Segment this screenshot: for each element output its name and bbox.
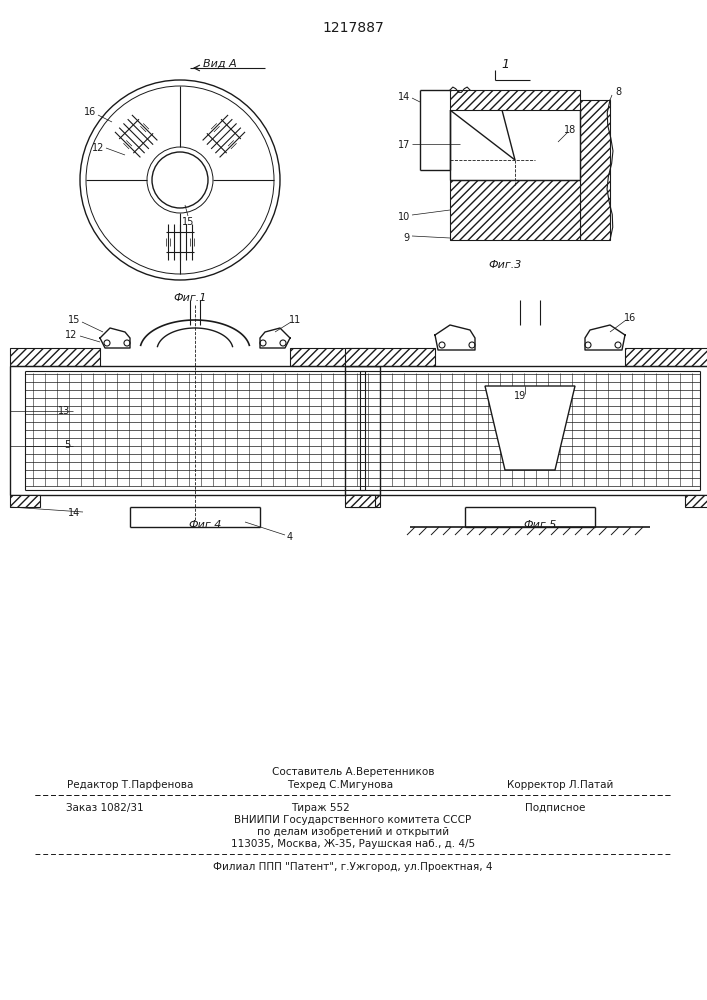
Text: 9: 9 — [404, 233, 410, 243]
Polygon shape — [450, 90, 580, 110]
Text: 16: 16 — [624, 313, 636, 323]
Text: 18: 18 — [564, 125, 576, 135]
Text: Фиг.1: Фиг.1 — [173, 293, 206, 303]
Text: Тираж 552: Тираж 552 — [291, 803, 349, 813]
Text: 113035, Москва, Ж-35, Раушская наб., д. 4/5: 113035, Москва, Ж-35, Раушская наб., д. … — [231, 839, 475, 849]
Text: 13: 13 — [58, 406, 70, 416]
Text: 15: 15 — [68, 315, 80, 325]
Text: Фиг.3: Фиг.3 — [489, 260, 522, 270]
Text: 8: 8 — [615, 87, 621, 97]
Polygon shape — [345, 495, 375, 507]
Polygon shape — [350, 495, 380, 507]
Text: 5: 5 — [64, 440, 70, 450]
Text: по делам изобретений и открытий: по делам изобретений и открытий — [257, 827, 449, 837]
Text: 12: 12 — [92, 143, 104, 153]
Polygon shape — [10, 348, 100, 366]
Text: 16: 16 — [84, 107, 96, 117]
Text: Фиг.5: Фиг.5 — [523, 520, 556, 530]
Text: 4: 4 — [287, 532, 293, 542]
Polygon shape — [625, 348, 707, 366]
Text: Заказ 1082/31: Заказ 1082/31 — [66, 803, 144, 813]
Text: 10: 10 — [398, 212, 410, 222]
Text: 17: 17 — [397, 140, 410, 150]
Text: Техред С.Мигунова: Техред С.Мигунова — [287, 780, 393, 790]
Text: Корректор Л.Патай: Корректор Л.Патай — [507, 780, 613, 790]
Text: 15: 15 — [182, 217, 194, 227]
Text: Филиал ППП "Патент", г.Ужгород, ул.Проектная, 4: Филиал ППП "Патент", г.Ужгород, ул.Проек… — [214, 862, 493, 872]
Text: Вид А: Вид А — [203, 59, 237, 69]
Polygon shape — [580, 100, 610, 240]
Text: Фиг.4: Фиг.4 — [188, 520, 222, 530]
Polygon shape — [345, 348, 435, 366]
Polygon shape — [10, 495, 40, 507]
Text: 11: 11 — [289, 315, 301, 325]
Polygon shape — [685, 495, 707, 507]
Text: Составитель А.Веретенников: Составитель А.Веретенников — [271, 767, 434, 777]
Text: ВНИИПИ Государственного комитета СССР: ВНИИПИ Государственного комитета СССР — [235, 815, 472, 825]
Text: Подписное: Подписное — [525, 803, 585, 813]
Text: 1217887: 1217887 — [322, 21, 384, 35]
Text: 14: 14 — [398, 92, 410, 102]
Text: Редактор Т.Парфенова: Редактор Т.Парфенова — [67, 780, 193, 790]
Text: 14: 14 — [68, 508, 80, 518]
Text: 19: 19 — [514, 391, 526, 401]
Text: 1: 1 — [501, 58, 509, 72]
Polygon shape — [485, 386, 575, 470]
Polygon shape — [450, 180, 580, 240]
Text: 12: 12 — [64, 330, 77, 340]
Polygon shape — [290, 348, 380, 366]
